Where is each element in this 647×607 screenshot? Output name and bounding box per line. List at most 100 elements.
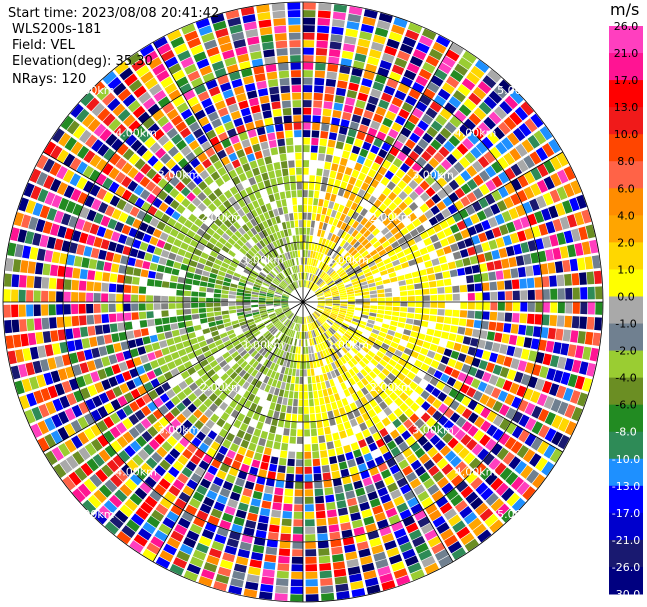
ppi-gate [121,189,133,201]
ppi-gate [277,341,283,349]
ppi-gate [476,210,487,222]
ppi-gate [397,344,406,352]
ppi-gate [405,29,420,41]
ppi-gate [243,416,252,425]
ppi-gate [237,346,245,354]
ppi-gate [95,173,107,186]
ppi-gate [77,483,92,498]
ppi-gate [321,412,328,420]
ppi-gate [176,289,184,296]
ppi-gate [408,88,421,100]
ppi-gate [314,183,321,191]
ppi-gate [174,442,186,454]
ppi-gate [304,466,312,474]
ppi-gate [116,293,124,302]
ppi-gate [78,447,91,461]
ppi-gate [317,303,325,306]
ppi-gate [20,333,29,347]
ppi-gate [402,465,413,476]
ppi-gate [267,352,273,360]
ppi-gate [375,558,389,569]
ppi-gate [245,519,257,529]
ppi-gate [268,139,277,148]
ppi-gate [530,437,543,451]
ppi-gate [68,242,78,254]
ppi-gate [183,296,191,302]
ppi-gate [287,228,292,236]
azimuth-spoke [302,41,454,303]
ppi-gate [318,281,325,287]
ppi-gate [147,205,158,216]
ppi-gate [217,35,231,46]
ppi-gate [274,487,284,496]
ppi-gate [108,181,120,194]
ppi-gate [258,346,266,354]
ppi-gate [44,191,56,206]
ppi-gate [347,128,357,138]
ppi-gate [374,455,385,466]
ppi-gate [377,372,387,381]
ppi-gate [368,370,377,379]
ppi-gate [327,516,339,525]
ppi-gate [193,248,203,257]
ppi-gate [353,138,364,148]
ppi-gate [294,220,299,228]
ppi-gate [512,312,520,323]
ppi-gate [221,173,231,183]
ppi-gate [405,471,418,483]
ppi-gate [228,152,238,162]
ppi-gate [229,371,238,380]
ppi-gate [243,342,251,349]
ppi-gate [473,320,482,329]
ppi-gate [275,331,281,338]
ppi-gate [291,571,303,579]
ppi-gate [365,102,377,113]
ppi-gate [206,490,218,501]
ppi-gate [264,56,276,65]
ppi-gate [286,251,291,260]
ppi-gate [331,288,338,293]
ppi-gate [98,505,113,519]
ppi-gate [401,334,410,342]
ppi-gate [464,237,474,248]
ppi-gate [328,269,335,276]
ppi-gate [353,449,362,458]
ppi-gate [517,399,529,413]
ppi-gate [214,533,227,544]
ppi-gate [284,420,291,429]
ppi-gate [324,322,331,328]
ppi-gate [340,356,347,365]
ppi-gate [189,260,198,268]
ppi-gate [157,357,166,366]
ppi-gate [340,382,347,391]
ppi-gate [490,498,505,512]
ppi-gate [224,322,232,328]
ppi-gate [200,359,209,368]
ppi-gate [538,408,550,423]
ppi-gate [186,442,198,454]
ppi-gate [146,542,161,555]
ppi-gate [329,379,336,387]
ppi-gate [527,134,541,149]
ppi-gate [187,266,196,273]
ppi-gate [171,351,180,360]
ppi-gate [550,172,562,187]
ppi-gate [313,198,319,206]
ppi-gate [144,476,157,489]
ppi-gate [317,344,322,352]
range-ring-label: 3.00km [158,169,200,182]
ppi-gate [431,452,444,464]
ppi-gate [343,190,351,199]
ppi-gate [185,278,193,285]
ppi-gate [509,90,524,105]
ppi-gate [303,235,306,243]
ppi-gate [355,205,364,214]
ppi-gate [423,237,433,246]
ppi-gate [526,469,540,484]
ppi-gate [284,309,291,314]
ppi-gate [278,70,290,79]
ppi-gate [407,22,423,34]
ppi-gate [355,415,365,425]
ppi-gate [303,220,307,228]
ppi-gate [430,75,444,87]
